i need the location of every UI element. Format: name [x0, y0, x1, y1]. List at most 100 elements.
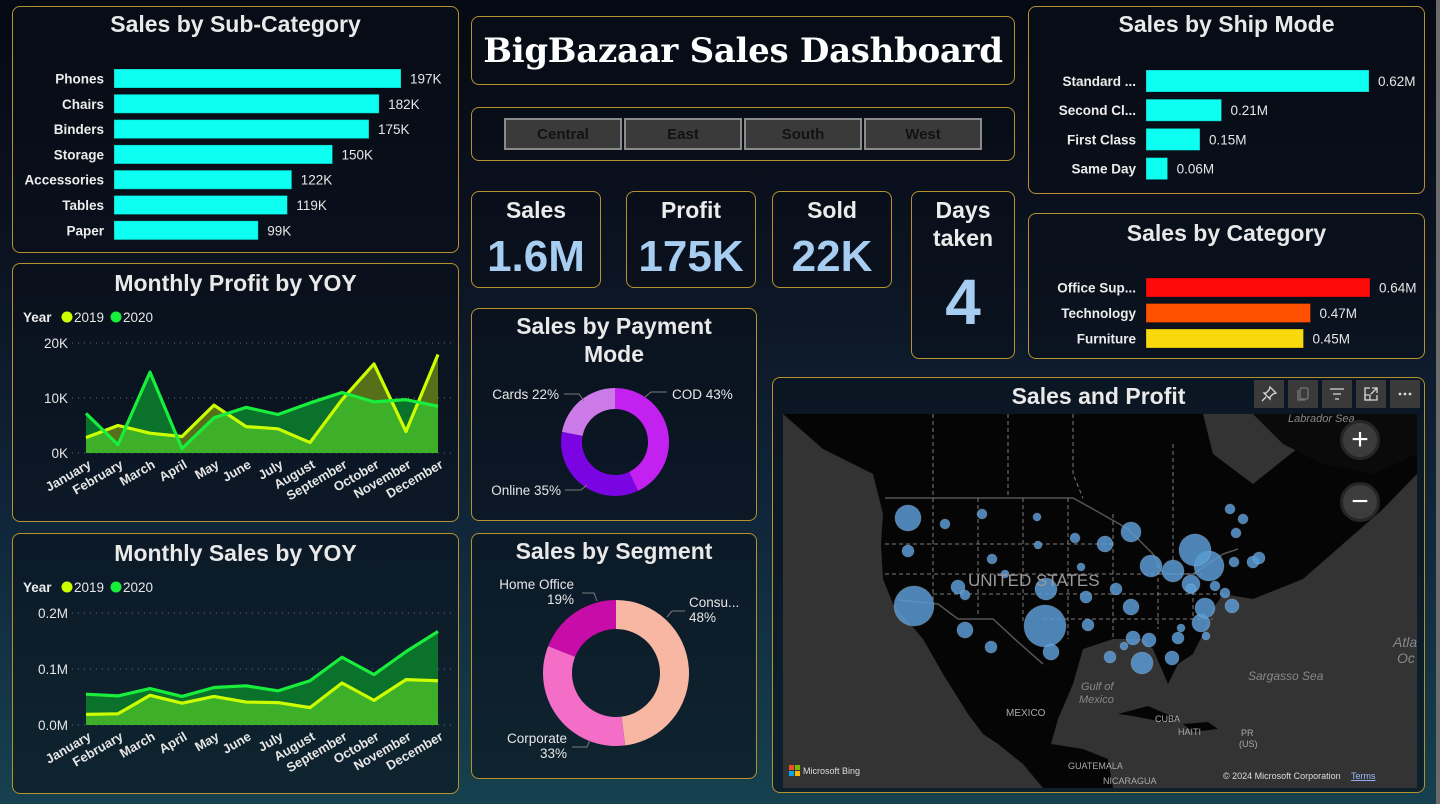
map-bubble[interactable]: [1176, 623, 1186, 633]
map-bubble[interactable]: [893, 585, 935, 627]
y-tick-label: 20K: [44, 336, 68, 351]
map-bubble[interactable]: [1161, 559, 1185, 583]
pin-icon[interactable]: [1254, 380, 1284, 408]
bar[interactable]: [1145, 69, 1370, 93]
kpi-sold-value: 22K: [791, 232, 873, 281]
bar[interactable]: [1145, 328, 1304, 349]
map-terms-link[interactable]: Terms: [1351, 771, 1376, 781]
map-bubble[interactable]: [1032, 512, 1042, 522]
map-bubble[interactable]: [1023, 604, 1067, 648]
donut-slice[interactable]: [615, 388, 669, 491]
map-bubble[interactable]: [950, 579, 966, 595]
donut-slice[interactable]: [616, 600, 689, 746]
map-bubble[interactable]: [984, 640, 998, 654]
map-bubble[interactable]: [1034, 577, 1058, 601]
map-bubble[interactable]: [1081, 618, 1095, 632]
legend-label[interactable]: 2019: [74, 580, 104, 595]
map-bubble[interactable]: [1141, 632, 1157, 648]
map-bubble[interactable]: [1125, 630, 1141, 646]
legend-label[interactable]: 2019: [74, 310, 104, 325]
map-copyright: © 2024 Microsoft Corporation: [1223, 771, 1341, 781]
map-bubble[interactable]: [1201, 631, 1211, 641]
focus-mode-icon[interactable]: [1356, 380, 1386, 408]
map-bubble[interactable]: [1209, 580, 1221, 592]
bar[interactable]: [1145, 98, 1223, 122]
bar[interactable]: [113, 144, 334, 165]
map-zoom-in-button[interactable]: +: [1340, 420, 1380, 460]
legend-label[interactable]: 2020: [123, 580, 153, 595]
map-bubble[interactable]: [1042, 643, 1060, 661]
map-zoom-out-button[interactable]: −: [1340, 482, 1380, 522]
map-bubble-layer: [893, 503, 1266, 675]
map-bubble[interactable]: [1069, 532, 1081, 544]
landmass-hispaniola: [1183, 722, 1218, 732]
line-2019[interactable]: [85, 678, 439, 716]
map-bubble[interactable]: [939, 518, 951, 530]
map-bubble[interactable]: [1079, 590, 1093, 604]
donut-slice[interactable]: [548, 600, 616, 657]
legend-label[interactable]: 2020: [123, 310, 153, 325]
map-bubble[interactable]: [1194, 597, 1216, 619]
bar[interactable]: [113, 169, 293, 190]
map-bubble[interactable]: [986, 553, 998, 565]
map-bubble[interactable]: [1103, 650, 1117, 664]
y-tick-label: 0.0M: [38, 718, 68, 733]
line-2020[interactable]: [85, 630, 439, 699]
map-bubble[interactable]: [1185, 583, 1197, 595]
map-bubble[interactable]: [1224, 598, 1240, 614]
visual-header-toolbar: [1254, 380, 1420, 408]
map-canvas[interactable]: UNITED STATES Labrador Sea Gulf of Mexic…: [783, 414, 1417, 788]
map-bubble[interactable]: [1033, 540, 1043, 550]
map-bubble[interactable]: [1130, 651, 1154, 675]
map-svg[interactable]: UNITED STATES Labrador Sea Gulf of Mexic…: [783, 414, 1417, 788]
region-button-west[interactable]: West: [864, 118, 982, 150]
map-bubble[interactable]: [1178, 533, 1212, 567]
bar[interactable]: [1145, 157, 1169, 181]
copy-icon[interactable]: [1288, 380, 1318, 408]
region-button-east[interactable]: East: [624, 118, 742, 150]
map-bubble[interactable]: [1000, 569, 1010, 579]
map-bubble[interactable]: [976, 508, 988, 520]
map-bubble[interactable]: [1076, 562, 1086, 572]
donut-slice[interactable]: [561, 431, 638, 496]
bar[interactable]: [113, 93, 380, 114]
map-bubble[interactable]: [1237, 513, 1249, 525]
bar[interactable]: [1145, 303, 1311, 323]
map-bubble[interactable]: [1119, 641, 1129, 651]
bar[interactable]: [113, 220, 259, 241]
map-bubble[interactable]: [1122, 598, 1140, 616]
more-options-icon[interactable]: [1390, 380, 1420, 408]
map-bubble[interactable]: [1171, 631, 1185, 645]
map-bubble[interactable]: [956, 621, 974, 639]
line-2019[interactable]: [85, 353, 440, 445]
bar[interactable]: [113, 195, 288, 215]
bar-value-label: 0.62M: [1378, 74, 1416, 89]
page-scrollbar[interactable]: [1436, 0, 1440, 804]
leader-line: [572, 739, 591, 748]
map-bubble[interactable]: [1120, 521, 1142, 543]
map-bubble[interactable]: [1228, 556, 1240, 568]
bar-value-label: 122K: [301, 173, 333, 188]
filter-icon[interactable]: [1322, 380, 1352, 408]
donut-slice[interactable]: [561, 388, 615, 436]
bar[interactable]: [1145, 127, 1201, 151]
map-bubble[interactable]: [894, 504, 922, 532]
map-bubble[interactable]: [1096, 535, 1114, 553]
line-2020[interactable]: [84, 370, 439, 451]
region-button-central[interactable]: Central: [504, 118, 622, 150]
map-bubble[interactable]: [1164, 650, 1180, 666]
map-bubble[interactable]: [1224, 503, 1236, 515]
donut-slice[interactable]: [543, 646, 626, 746]
map-bubble[interactable]: [1109, 582, 1123, 596]
bar[interactable]: [113, 119, 370, 140]
map-bubble[interactable]: [1230, 527, 1242, 539]
bar[interactable]: [1145, 277, 1371, 298]
map-bubble[interactable]: [1219, 587, 1231, 599]
region-button-south[interactable]: South: [744, 118, 862, 150]
map-bubble[interactable]: [1139, 554, 1163, 578]
map-bubble[interactable]: [901, 544, 915, 558]
bar-category-label: Furniture: [1077, 332, 1137, 347]
map-bubble[interactable]: [959, 589, 971, 601]
bar[interactable]: [113, 68, 402, 89]
map-bubble[interactable]: [1252, 551, 1266, 565]
